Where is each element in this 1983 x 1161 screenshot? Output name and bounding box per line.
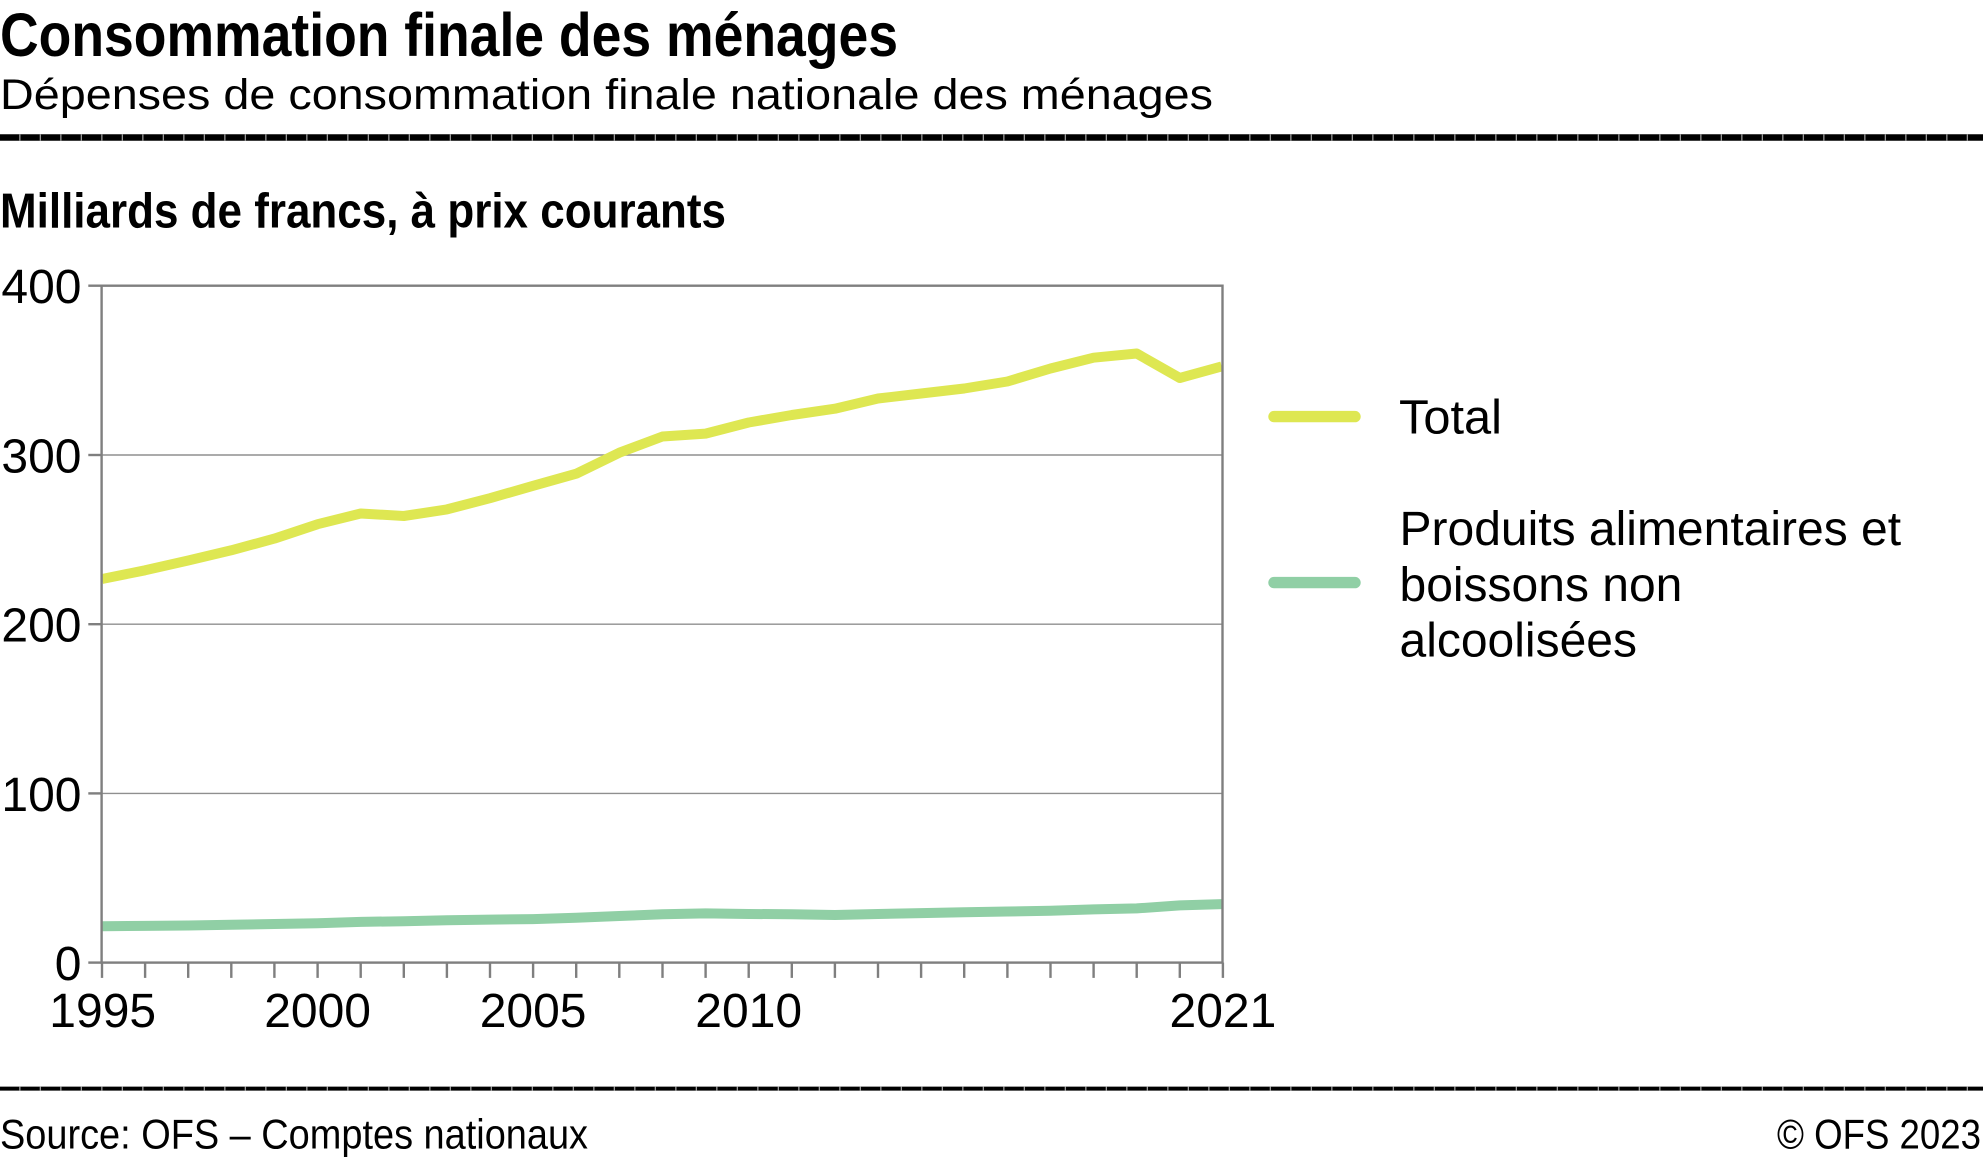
svg-text:alcoolisées: alcoolisées	[1400, 615, 1637, 668]
svg-text:© OFS 2023: © OFS 2023	[1777, 1110, 1981, 1157]
svg-text:Dépenses de consommation final: Dépenses de consommation finale national…	[0, 71, 1213, 119]
svg-text:boissons non: boissons non	[1400, 559, 1683, 612]
svg-text:1995: 1995	[49, 985, 156, 1038]
svg-text:Consommation finale des ménage: Consommation finale des ménages	[0, 1, 898, 69]
svg-text:200: 200	[1, 600, 81, 653]
svg-text:2005: 2005	[480, 985, 587, 1038]
svg-text:2000: 2000	[264, 985, 371, 1038]
svg-text:Source: OFS – Comptes nationau: Source: OFS – Comptes nationaux	[0, 1110, 588, 1157]
svg-text:2021: 2021	[1170, 985, 1277, 1038]
svg-text:Milliards de francs, à prix co: Milliards de francs, à prix courants	[0, 185, 726, 239]
svg-text:0: 0	[55, 938, 82, 991]
svg-text:100: 100	[1, 769, 81, 822]
svg-text:Produits alimentaires et: Produits alimentaires et	[1400, 503, 1902, 556]
svg-text:2010: 2010	[695, 985, 802, 1038]
svg-text:400: 400	[1, 261, 81, 314]
svg-text:Total: Total	[1399, 392, 1502, 445]
svg-text:300: 300	[1, 430, 81, 483]
